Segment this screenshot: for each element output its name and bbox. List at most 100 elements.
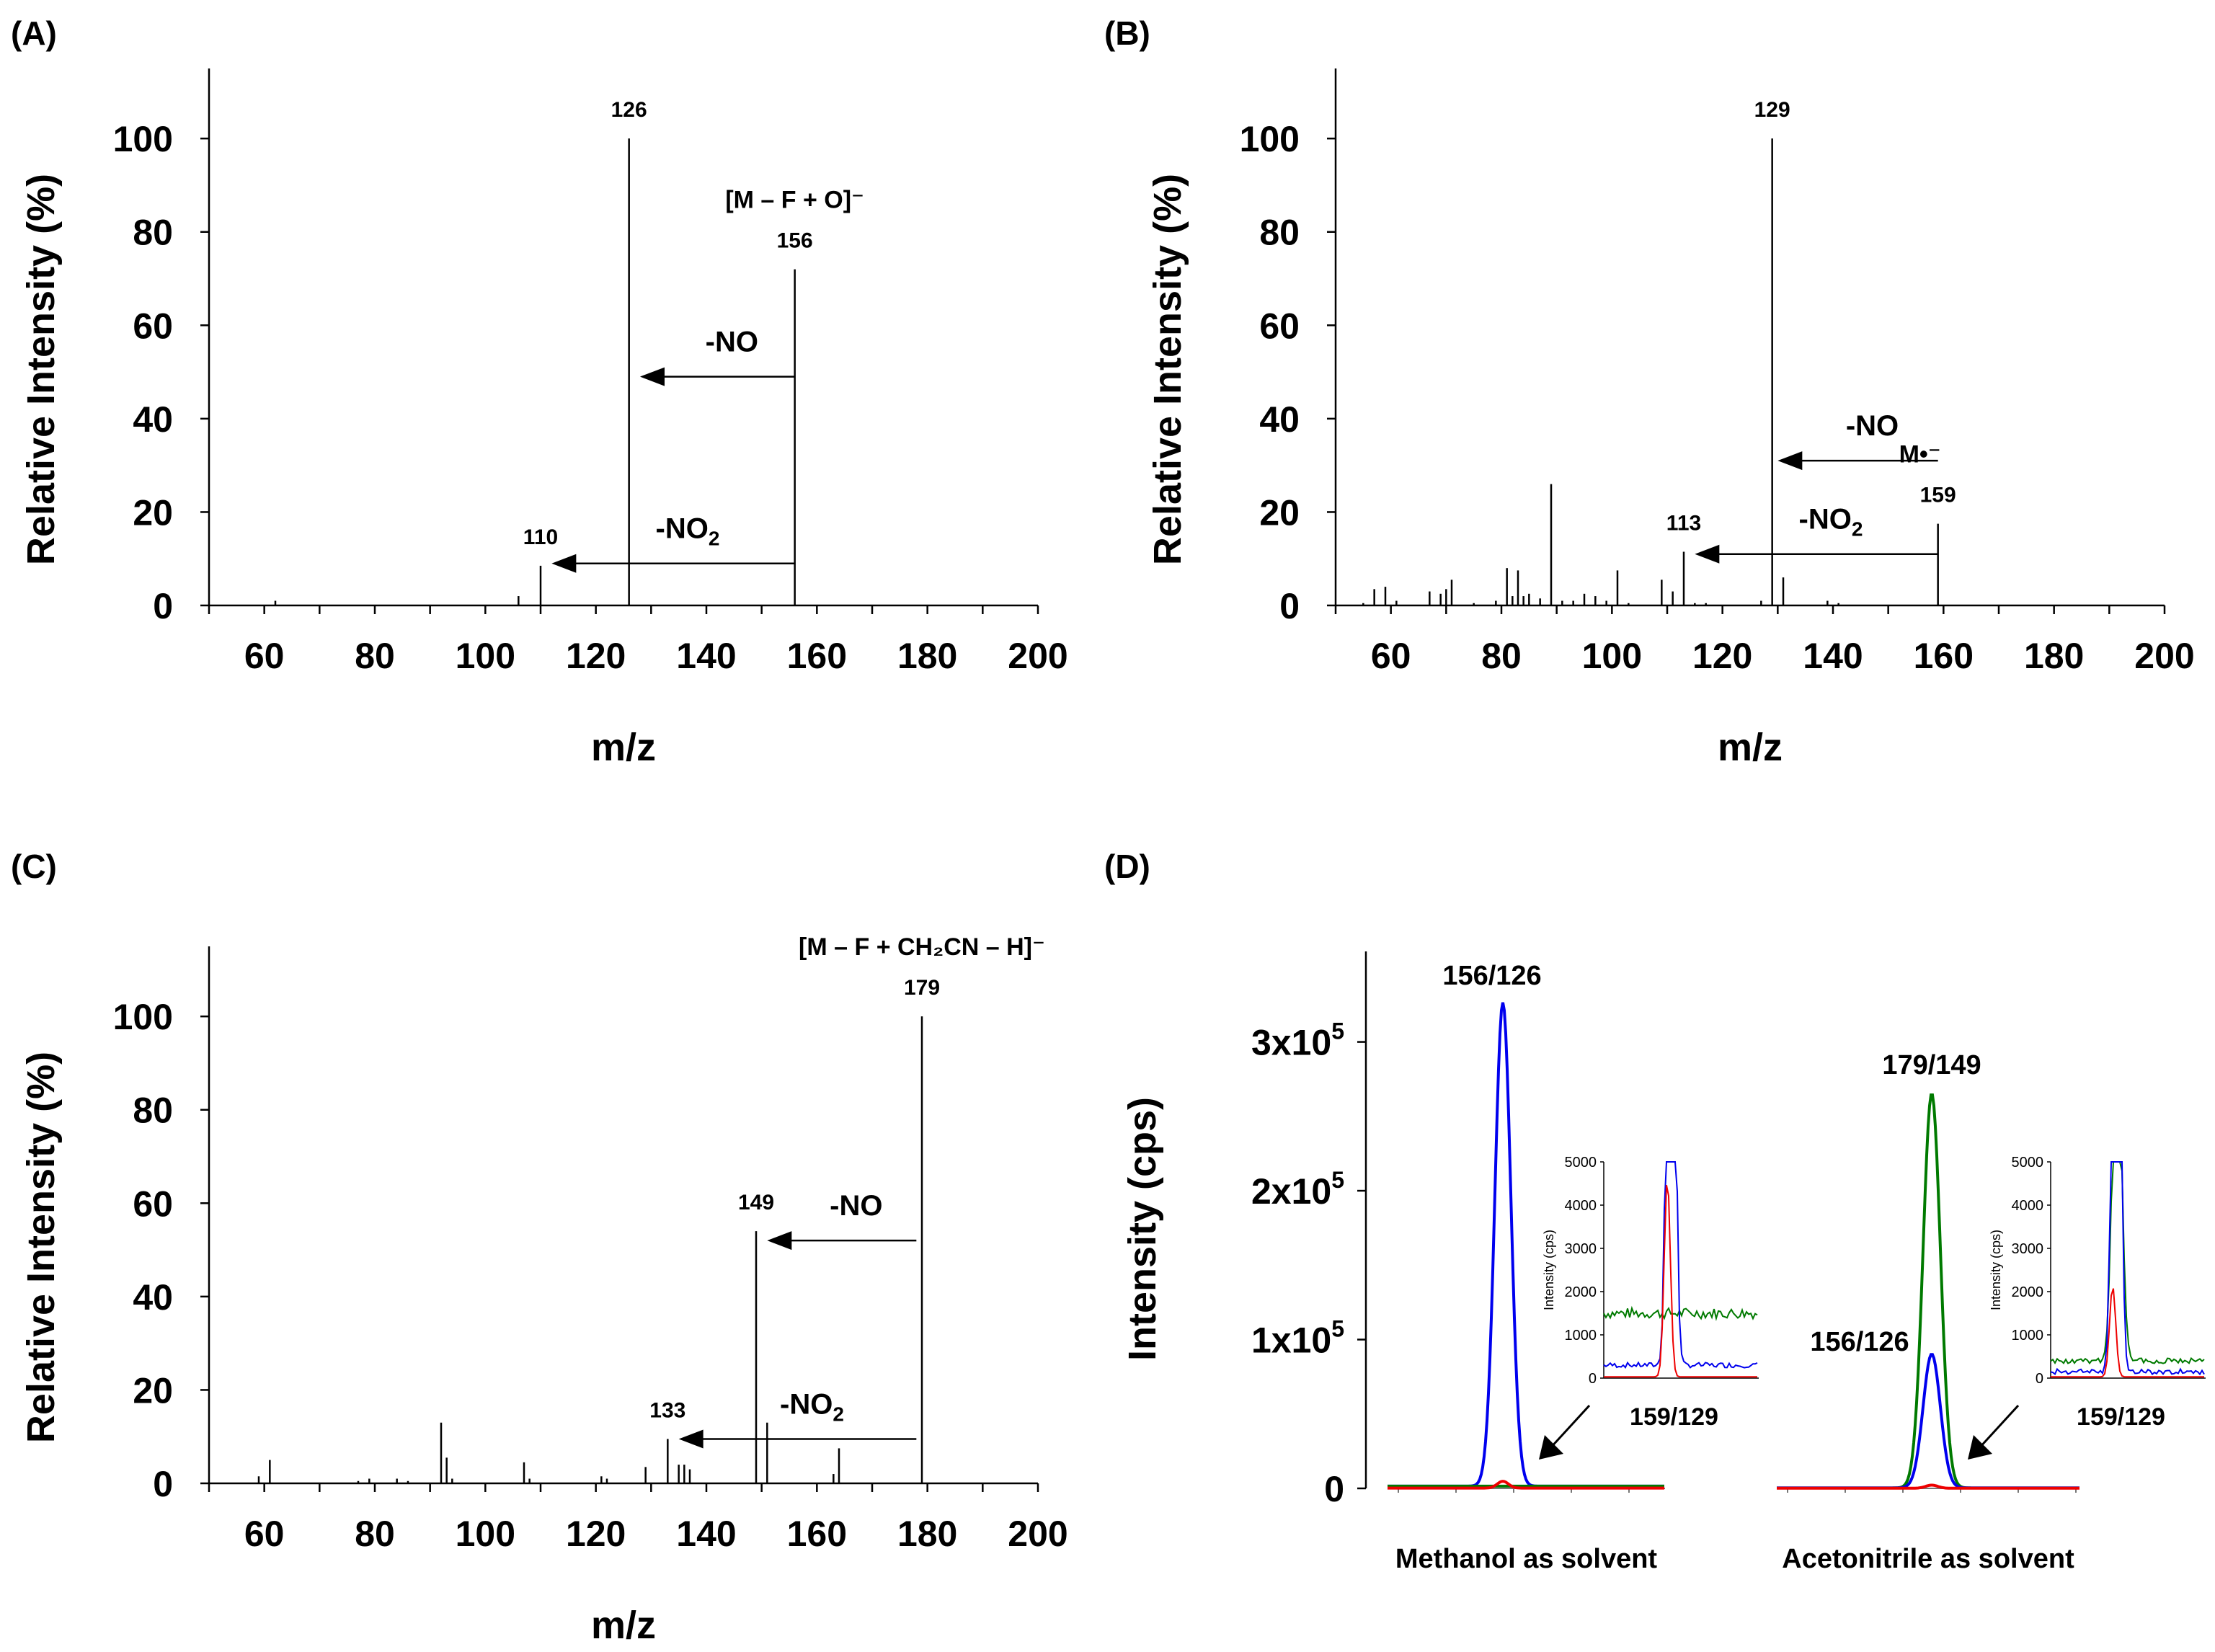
y-tick-label: 60 <box>133 306 173 346</box>
series-peak-label: 156/126 <box>1442 961 1541 991</box>
y-tick-label: 40 <box>133 399 173 440</box>
x-axis-label: m/z <box>1718 726 1783 769</box>
panel-label: (D) <box>1104 848 1150 885</box>
inset-series-red <box>2051 1288 2204 1378</box>
loss-label-subscript: 2 <box>1852 518 1863 541</box>
peak-label: 129 <box>1754 98 1790 122</box>
y-axis-label: Relative Intensity (%) <box>1146 174 1189 565</box>
inset-y-tick-label: 5000 <box>2012 1155 2044 1171</box>
series-peak-label: 179/149 <box>1882 1050 1981 1080</box>
zoom-arrow-line <box>1548 1404 1591 1450</box>
inset-y-tick-label: 0 <box>1589 1371 1597 1387</box>
peak-label: 179 <box>904 976 940 1000</box>
peak-label: 156 <box>777 229 813 253</box>
y-tick-exponent: 5 <box>1331 1316 1344 1342</box>
zoom-arrow-head <box>1968 1435 1992 1460</box>
x-tick-label: 100 <box>1582 636 1642 676</box>
x-tick-label: 180 <box>897 1514 957 1554</box>
inset-transition-label: 159/129 <box>1630 1403 1718 1431</box>
y-axis-label: Relative Intensity (%) <box>19 1052 63 1443</box>
loss-label: -NO2 <box>1799 504 1863 541</box>
y-tick-exponent: 5 <box>1331 1018 1344 1044</box>
y-tick-label: 60 <box>133 1184 173 1224</box>
inset-y-tick-label: 1000 <box>1565 1328 1597 1344</box>
x-tick-label: 180 <box>2024 636 2084 676</box>
x-axis-label: m/z <box>591 1604 656 1647</box>
solvent-label: Methanol as solvent <box>1395 1544 1658 1574</box>
y-tick-label: 1x105 <box>1251 1316 1344 1361</box>
chromatogram-group: 179/149 156/126 Acetonitrile as solvent 0 10… <box>1777 1050 2206 1574</box>
peak-label: 110 <box>523 525 558 549</box>
inset-plot: 0 1000 2000 3000 4000 5000 Intensity (cps) 159/… <box>1542 1155 1759 1431</box>
loss-arrow-head <box>767 1231 792 1251</box>
loss-label: -NO <box>1846 410 1899 442</box>
loss-label-subscript: 2 <box>709 528 720 550</box>
inset-series-green <box>2050 1161 2205 1365</box>
y-tick-label: 80 <box>133 213 173 253</box>
inset-y-tick-label: 4000 <box>2012 1198 2044 1214</box>
x-tick-label: 140 <box>676 1514 736 1554</box>
panel-label: (A) <box>11 14 57 52</box>
x-tick-label: 60 <box>244 636 285 676</box>
inset-y-tick-label: 0 <box>2036 1371 2043 1387</box>
panel-a-spectrum: (A) 0 20 40 60 80 100 60 80 100 120 140 160 180 200 m/z… <box>11 14 1068 769</box>
peak-label: 159 <box>1920 484 1956 507</box>
y-tick-label: 60 <box>1259 306 1300 346</box>
inset-y-axis-label: Intensity (cps) <box>1542 1230 1556 1310</box>
peak-label: 149 <box>738 1191 774 1214</box>
x-tick-label: 180 <box>897 636 957 676</box>
x-tick-label: 140 <box>676 636 736 676</box>
x-tick-label: 80 <box>355 636 395 676</box>
x-tick-label: 60 <box>244 1514 285 1554</box>
inset-y-tick-label: 4000 <box>1565 1198 1597 1214</box>
ion-label: [M – F + O]⁻ <box>725 187 864 214</box>
x-tick-label: 160 <box>787 636 847 676</box>
inset-series-green <box>1603 1305 1758 1322</box>
inset-y-tick-label: 2000 <box>2012 1284 2044 1300</box>
chromatogram-group: 156/126 Methanol as solvent 0 1000 2000 3000 4… <box>1388 961 1759 1574</box>
y-tick-label: 100 <box>113 997 173 1037</box>
inset-series-blue <box>1603 1161 1758 1369</box>
y-tick-label: 40 <box>1259 399 1300 440</box>
x-tick-label: 160 <box>787 1514 847 1554</box>
panel-label: (B) <box>1104 14 1150 52</box>
loss-arrow-head <box>678 1429 703 1449</box>
inset-y-tick-label: 1000 <box>2012 1328 2044 1344</box>
y-tick-exponent: 5 <box>1331 1167 1344 1193</box>
y-tick-label: 3x105 <box>1251 1018 1344 1063</box>
ion-label: [M – F + CH₂CN – H]⁻ <box>799 933 1045 961</box>
series-line <box>1777 1353 2079 1490</box>
y-tick-label: 0 <box>153 1464 173 1504</box>
y-tick-label: 80 <box>1259 213 1300 253</box>
ion-label: M•⁻ <box>1899 441 1941 468</box>
loss-arrow-head <box>1695 544 1720 564</box>
y-tick-label: 20 <box>133 1370 173 1411</box>
x-tick-label: 140 <box>1803 636 1863 676</box>
x-tick-label: 120 <box>566 1514 626 1554</box>
series-line <box>1388 1002 1664 1488</box>
y-tick-label: 20 <box>1259 492 1300 533</box>
inset-series-red <box>1604 1185 1757 1378</box>
loss-label: -NO <box>830 1190 882 1222</box>
inset-y-tick-label: 5000 <box>1565 1155 1597 1171</box>
peak-label: 133 <box>649 1398 685 1422</box>
x-tick-label: 200 <box>2134 636 2194 676</box>
panel-label: (C) <box>11 848 57 885</box>
panel-c-spectrum: (C) 0 20 40 60 80 100 60 80 100 120 140 160 180 200 m/z… <box>11 848 1068 1647</box>
y-tick-label: 0 <box>1279 586 1300 626</box>
inset-transition-label: 159/129 <box>2077 1403 2165 1431</box>
series-line <box>1777 1483 2079 1490</box>
series-peak-label: 156/126 <box>1810 1327 1909 1357</box>
x-tick-label: 200 <box>1008 1514 1067 1554</box>
y-tick-label: 100 <box>1240 119 1300 159</box>
x-axis-label: m/z <box>591 726 656 769</box>
y-tick-label: 100 <box>113 119 173 159</box>
panel-b-spectrum: (B) 0 20 40 60 80 100 60 80 100 120 140 160 180 200 m/z… <box>1104 14 2195 769</box>
y-tick-label: 80 <box>133 1091 173 1131</box>
inset-y-tick-label: 3000 <box>1565 1241 1597 1257</box>
loss-arrow-head <box>1777 451 1803 471</box>
loss-label: -NO <box>706 327 758 358</box>
zoom-arrow-head <box>1539 1435 1563 1460</box>
inset-plot: 0 1000 2000 3000 4000 5000 Intensity (cps) 159/… <box>1989 1155 2206 1431</box>
